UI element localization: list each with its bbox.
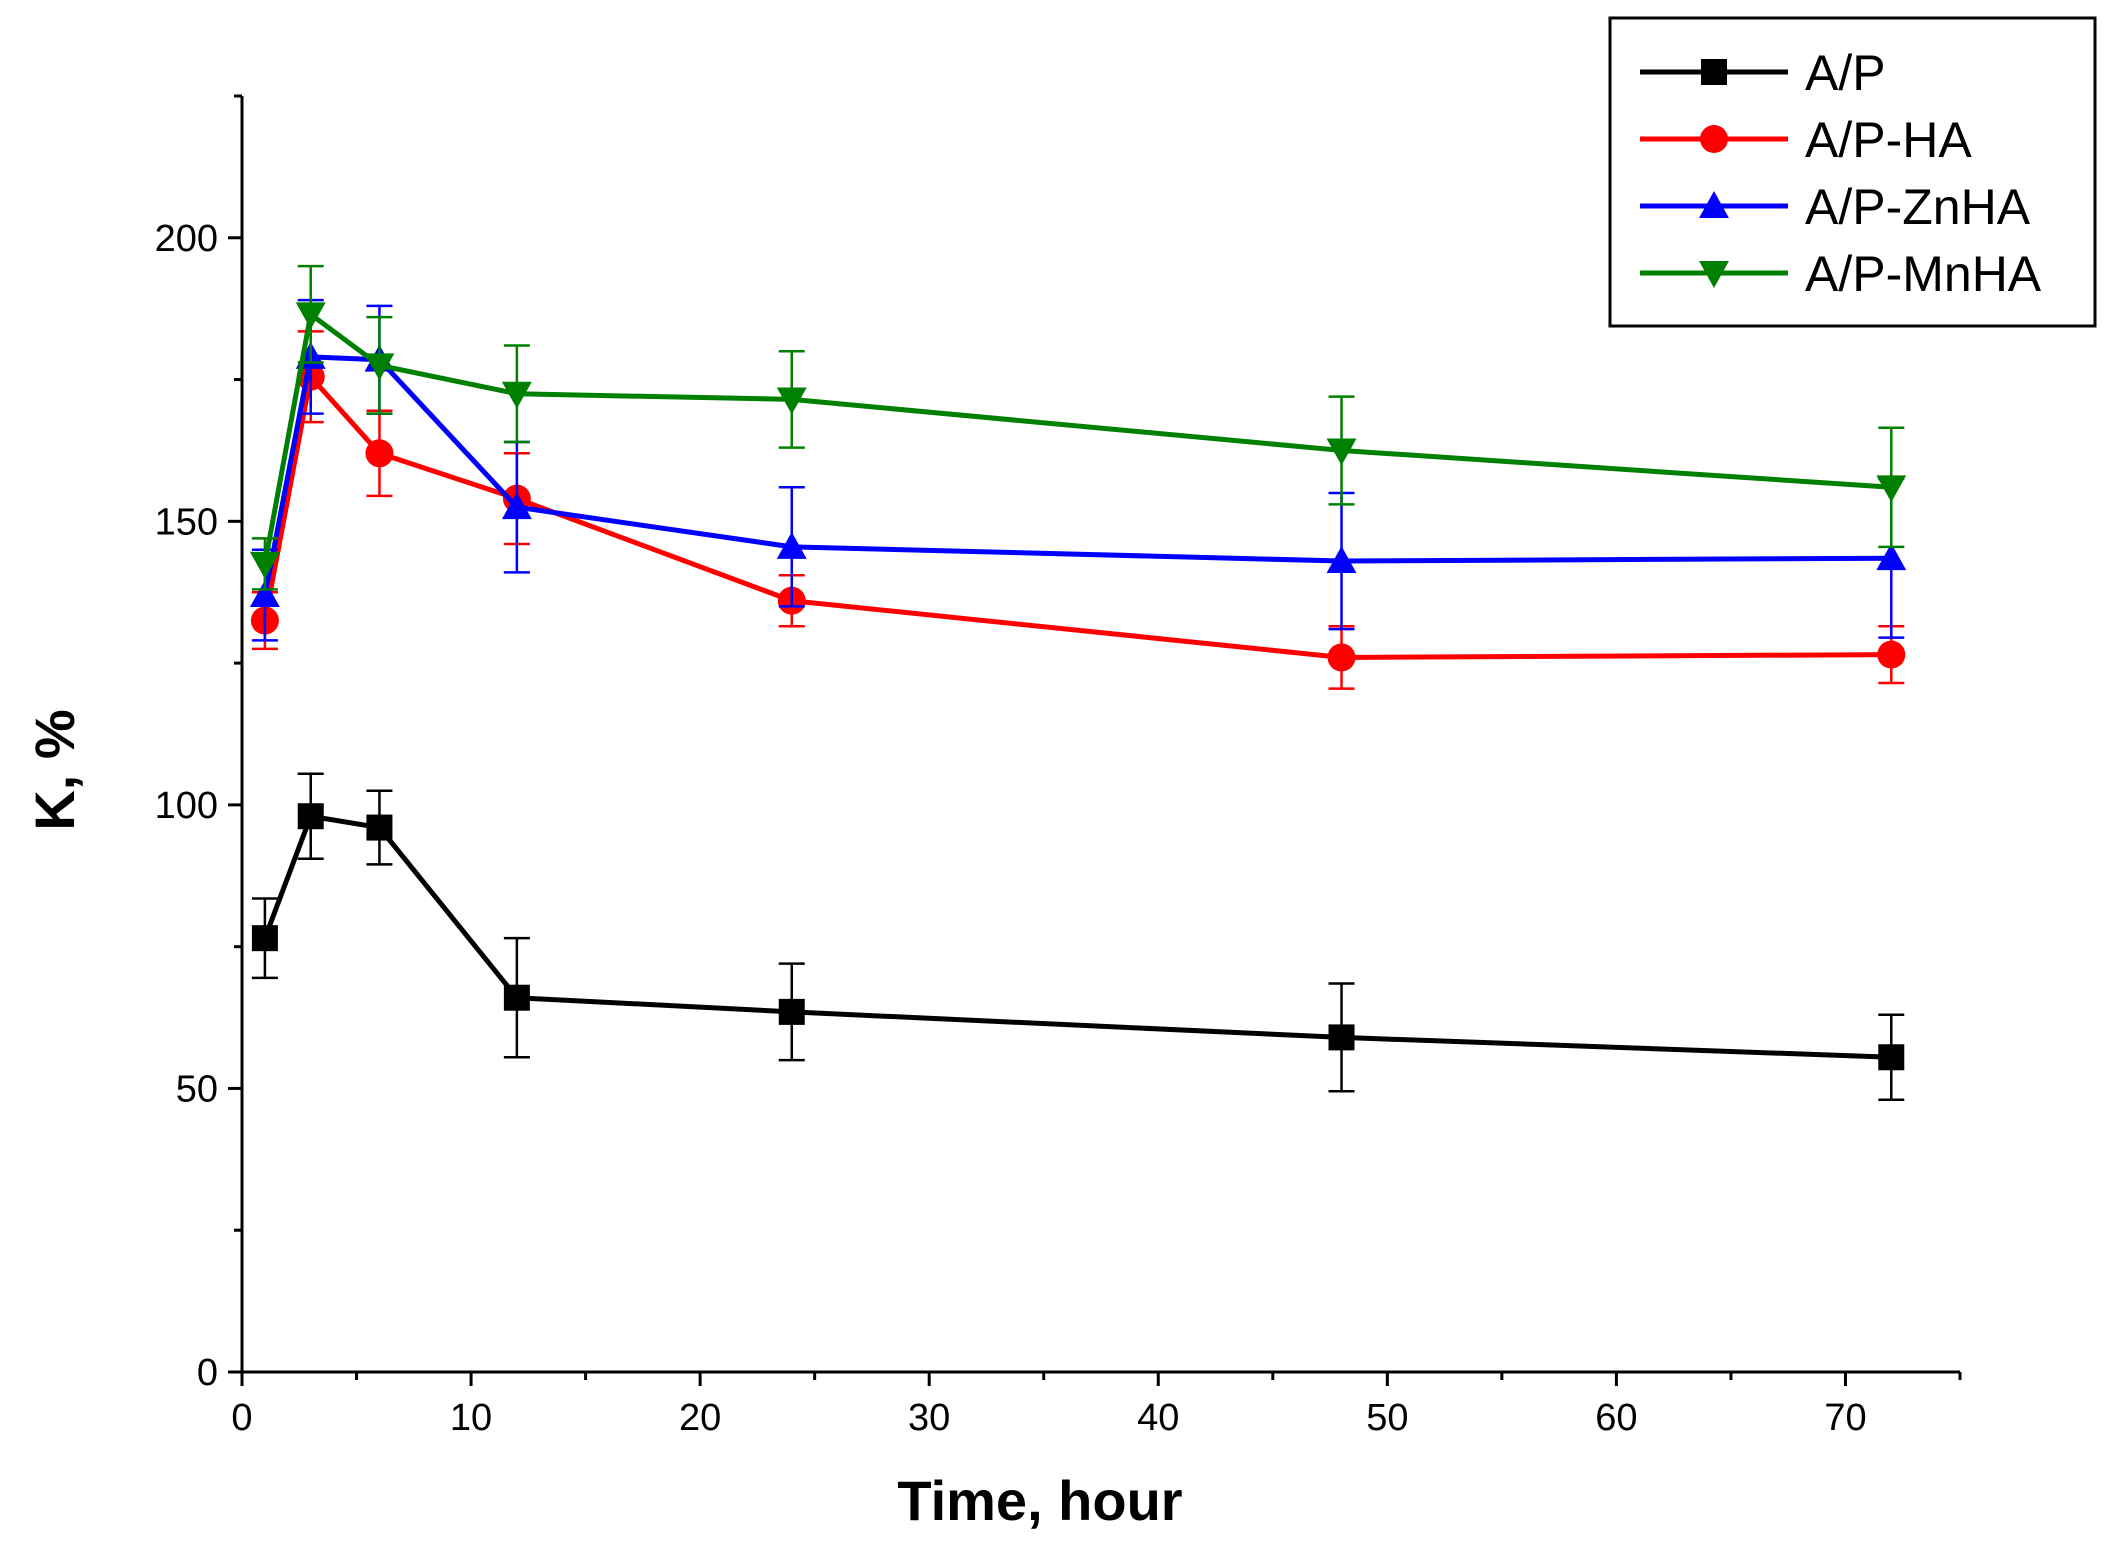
- x-tick-label: 10: [450, 1397, 492, 1439]
- data-point: [251, 925, 278, 952]
- x-axis-title: Time, hour: [897, 1469, 1182, 1532]
- legend-marker: [1701, 59, 1727, 85]
- legend-marker: [1699, 261, 1729, 288]
- y-axis-title: K, %: [23, 709, 86, 830]
- x-tick-label: 30: [908, 1397, 950, 1439]
- x-tick-label: 60: [1595, 1397, 1637, 1439]
- data-point: [1326, 546, 1357, 573]
- legend-label: A/P-HA: [1805, 112, 1972, 168]
- data-point: [297, 803, 324, 830]
- axes: 0 10 20 30 40 50 60 70 0 50 100 150 200: [155, 94, 1962, 1439]
- data-point: [364, 353, 395, 381]
- legend-marker: [1699, 191, 1729, 218]
- x-tick-label: 0: [231, 1397, 252, 1439]
- data-point: [503, 984, 530, 1011]
- y-tick-label: 100: [155, 785, 218, 827]
- x-tick-label: 40: [1137, 1397, 1179, 1439]
- data-point: [365, 439, 394, 468]
- data-point: [249, 551, 280, 579]
- legend-label: A/P-MnHA: [1805, 246, 2042, 302]
- data-point: [501, 492, 532, 520]
- data-point: [776, 531, 807, 559]
- data-point: [1326, 438, 1357, 466]
- x-tick-label: 50: [1366, 1397, 1408, 1439]
- plot-area: [249, 264, 1907, 1102]
- data-point: [1878, 1044, 1905, 1071]
- series-a-p-ha: [250, 330, 1906, 690]
- data-point: [249, 580, 280, 608]
- legend-label: A/P: [1805, 45, 1886, 101]
- series-a-p: [251, 772, 1905, 1102]
- y-tick-label: 150: [155, 501, 218, 543]
- data-point: [295, 302, 326, 330]
- legend: A/P A/P-HA A/P-ZnHA A/P-MnHA: [1608, 16, 2097, 328]
- y-tick-label: 50: [176, 1068, 218, 1110]
- x-tick-label: 20: [679, 1397, 721, 1439]
- y-tick-label: 200: [155, 218, 218, 260]
- legend-marker: [1700, 125, 1728, 153]
- data-point: [1876, 543, 1907, 571]
- data-point: [1876, 475, 1907, 503]
- y-tick-label: 0: [197, 1352, 218, 1394]
- data-point: [501, 381, 532, 409]
- series-line: [262, 311, 1892, 565]
- data-point: [1328, 1024, 1355, 1051]
- data-point: [776, 387, 807, 415]
- data-point: [778, 998, 805, 1025]
- series-line: [262, 813, 1892, 1060]
- x-tick-label: 70: [1824, 1397, 1866, 1439]
- data-point: [1327, 643, 1356, 672]
- legend-label: A/P-ZnHA: [1805, 179, 2031, 235]
- data-point: [366, 814, 393, 841]
- data-point: [1877, 640, 1906, 669]
- series-a-p-mnha: [249, 264, 1907, 591]
